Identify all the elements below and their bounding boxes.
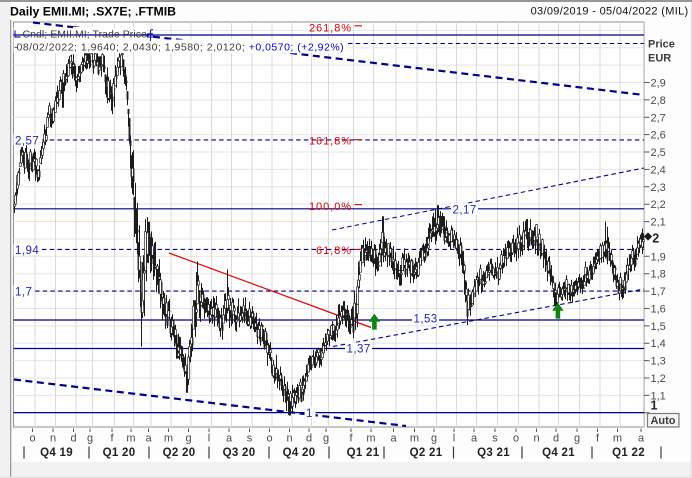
svg-text:2,2: 2,2 bbox=[651, 199, 666, 211]
svg-text:1,6: 1,6 bbox=[651, 304, 666, 316]
svg-text:Q2 21: Q2 21 bbox=[410, 447, 443, 459]
svg-text:g: g bbox=[574, 433, 580, 445]
svg-text:Auto: Auto bbox=[650, 415, 675, 427]
svg-text:Q1 21: Q1 21 bbox=[347, 447, 380, 459]
svg-text:2,4: 2,4 bbox=[651, 164, 666, 176]
svg-text:1,94: 1,94 bbox=[15, 245, 39, 257]
svg-text:n: n bbox=[286, 433, 292, 445]
svg-text:1,1: 1,1 bbox=[651, 390, 666, 402]
svg-text:Q1 20: Q1 20 bbox=[103, 447, 136, 459]
svg-text:2,8: 2,8 bbox=[651, 95, 666, 107]
svg-text:n: n bbox=[533, 433, 539, 445]
svg-text:100,0%: 100,0% bbox=[309, 201, 352, 213]
svg-text:l: l bbox=[208, 433, 210, 445]
svg-text:o: o bbox=[513, 433, 519, 445]
svg-text:1,7: 1,7 bbox=[15, 287, 32, 299]
svg-text:f: f bbox=[596, 433, 600, 445]
svg-text:2,3: 2,3 bbox=[651, 182, 666, 194]
svg-text:161,8%: 161,8% bbox=[309, 135, 352, 147]
svg-text:2,57: 2,57 bbox=[15, 135, 39, 147]
svg-text:1,37: 1,37 bbox=[347, 344, 371, 356]
svg-text:261,8%: 261,8% bbox=[309, 22, 352, 34]
svg-text:g: g bbox=[431, 433, 437, 445]
svg-text:m: m bbox=[126, 433, 135, 445]
svg-text:f: f bbox=[349, 433, 353, 445]
svg-text:m: m bbox=[410, 433, 419, 445]
svg-text:2,17: 2,17 bbox=[453, 204, 477, 216]
svg-text:EUR: EUR bbox=[648, 53, 671, 65]
svg-text:Q3 20: Q3 20 bbox=[223, 447, 256, 459]
svg-text:Q1 22: Q1 22 bbox=[612, 447, 645, 459]
svg-text:m: m bbox=[613, 433, 622, 445]
svg-text:1,9: 1,9 bbox=[651, 251, 666, 263]
svg-text:1: 1 bbox=[306, 408, 313, 420]
svg-text:l: l bbox=[453, 433, 455, 445]
svg-text:08/02/2022; 1,9640; 2,0430; 1,: 08/02/2022; 1,9640; 2,0430; 1,9580; 2,01… bbox=[17, 42, 345, 54]
svg-text:1,5: 1,5 bbox=[651, 321, 666, 333]
svg-text:1,2: 1,2 bbox=[651, 373, 666, 385]
svg-text:2: 2 bbox=[652, 232, 659, 246]
svg-text:1,3: 1,3 bbox=[651, 356, 666, 368]
svg-text:m: m bbox=[366, 433, 375, 445]
svg-text:1,4: 1,4 bbox=[651, 338, 666, 350]
svg-text:Q2 20: Q2 20 bbox=[163, 447, 196, 459]
svg-text:2,9: 2,9 bbox=[651, 78, 666, 90]
svg-text:Cndl; EMII.MI; Trade Price: Cndl; EMII.MI; Trade Price bbox=[23, 28, 148, 40]
svg-text:2,5: 2,5 bbox=[651, 147, 666, 159]
svg-text:1,53: 1,53 bbox=[414, 314, 438, 326]
svg-text:-: - bbox=[14, 42, 18, 54]
svg-text:a: a bbox=[226, 433, 233, 445]
svg-text:1: 1 bbox=[651, 398, 658, 412]
svg-text:n: n bbox=[50, 433, 56, 445]
svg-text:s: s bbox=[247, 433, 253, 445]
svg-text:03/09/2019 - 05/04/2022 (MIL): 03/09/2019 - 05/04/2022 (MIL) bbox=[531, 6, 689, 18]
svg-text:Price: Price bbox=[648, 39, 675, 51]
svg-text:1,8: 1,8 bbox=[651, 269, 666, 281]
svg-text:2,7: 2,7 bbox=[651, 112, 666, 124]
svg-text:d: d bbox=[70, 433, 76, 445]
svg-text:o: o bbox=[266, 433, 272, 445]
svg-text:m: m bbox=[164, 433, 173, 445]
svg-text:61,8%: 61,8% bbox=[316, 245, 352, 257]
svg-text:Daily EMII.MI; .SX7E; .FTMIB: Daily EMII.MI; .SX7E; .FTMIB bbox=[10, 5, 176, 19]
svg-text:o: o bbox=[29, 433, 35, 445]
svg-text:d: d bbox=[306, 433, 312, 445]
svg-text:1,7: 1,7 bbox=[651, 286, 666, 298]
svg-text:f: f bbox=[110, 433, 114, 445]
svg-text:g: g bbox=[323, 433, 329, 445]
svg-text:2,1: 2,1 bbox=[651, 217, 666, 229]
svg-text:Q4 21: Q4 21 bbox=[542, 447, 575, 459]
svg-text:a: a bbox=[145, 433, 152, 445]
svg-text:Q4 19: Q4 19 bbox=[40, 447, 73, 459]
svg-text:d: d bbox=[553, 433, 559, 445]
svg-text:a: a bbox=[471, 433, 478, 445]
svg-text:s: s bbox=[492, 433, 498, 445]
svg-text:a: a bbox=[390, 433, 397, 445]
svg-text:a: a bbox=[638, 433, 645, 445]
svg-text:Q4 20: Q4 20 bbox=[283, 447, 316, 459]
svg-text:Q3 21: Q3 21 bbox=[477, 447, 510, 459]
svg-text:g: g bbox=[87, 433, 93, 445]
svg-text:2,6: 2,6 bbox=[651, 130, 666, 142]
svg-text:g: g bbox=[185, 433, 191, 445]
